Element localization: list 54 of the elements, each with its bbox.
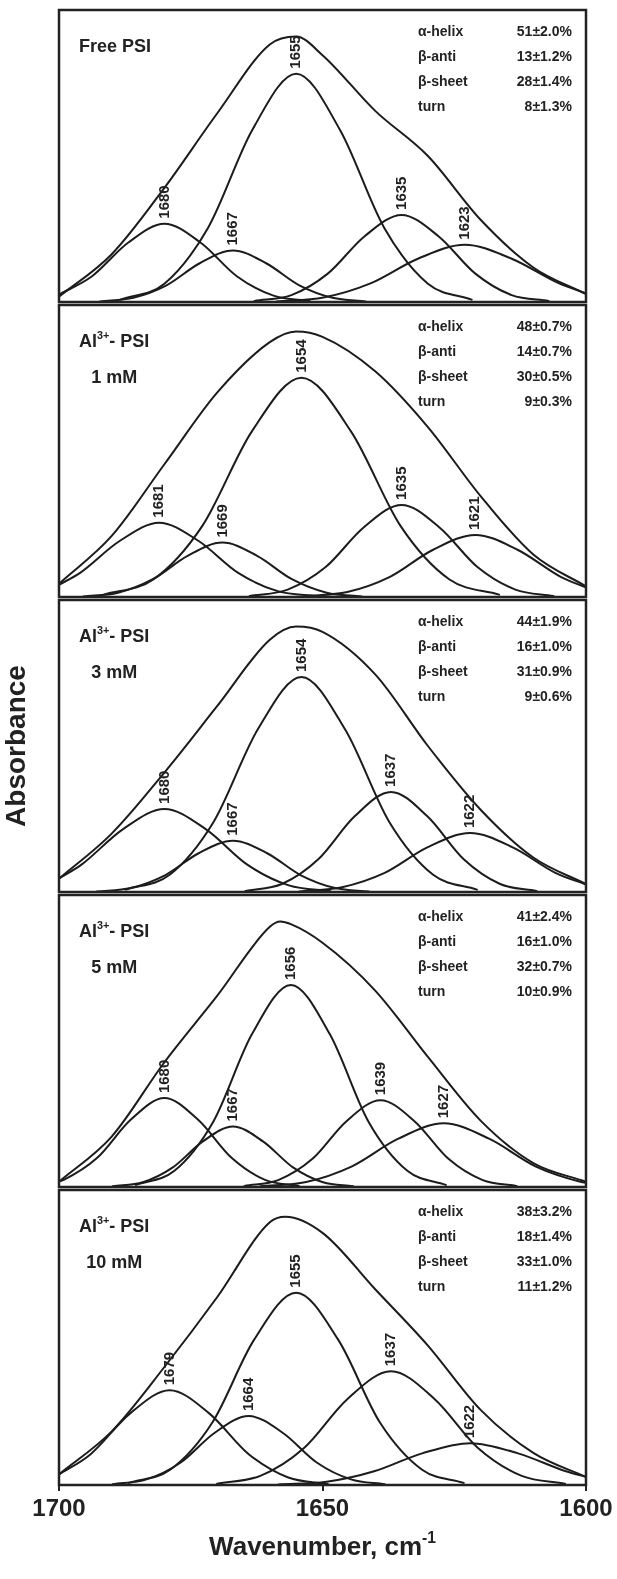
annotation: 1656	[281, 946, 299, 980]
annotation: 1621	[465, 496, 483, 530]
annotation: 1679	[159, 1351, 177, 1386]
text: β-sheet 30±0.5%	[418, 368, 572, 384]
text: β-anti 18±1.4%	[418, 1228, 572, 1244]
annotation: 1680	[154, 185, 172, 219]
text: α-helix 41±2.4%	[418, 908, 572, 924]
annotation: 1681	[149, 484, 167, 518]
x-tick-label: 1700	[32, 1494, 86, 1522]
text: turn 10±0.9%	[418, 983, 572, 999]
text: β-anti 13±1.2%	[418, 48, 572, 64]
annotation: 1667	[223, 802, 241, 836]
text: β-anti 16±1.0%	[418, 933, 572, 949]
annotation: 1655	[286, 35, 304, 69]
annotation: 1655	[286, 1254, 304, 1288]
text: 1 mM	[91, 367, 138, 387]
text: β-sheet 33±1.0%	[418, 1253, 572, 1269]
y-axis-title: Absorbance	[0, 665, 31, 827]
text: turn 9±0.6%	[418, 688, 572, 704]
annotation: 1667	[223, 212, 241, 246]
text: α-helix 51±2.0%	[418, 23, 572, 39]
text: β-sheet 32±0.7%	[418, 958, 572, 974]
text: α-helix 44±1.9%	[418, 613, 572, 629]
text: β-sheet 28±1.4%	[418, 73, 572, 89]
annotation: 1627	[433, 1084, 451, 1119]
annotation: 1654	[291, 338, 309, 373]
text: β-anti 16±1.0%	[418, 638, 572, 654]
x-tick-label: 1650	[295, 1494, 350, 1522]
annotation: 1639	[370, 1061, 388, 1096]
chart-title: Free PSI	[79, 36, 152, 56]
annotation: 1637	[381, 753, 399, 787]
annotation: 1669	[212, 504, 230, 538]
text: β-sheet 31±0.9%	[418, 663, 572, 679]
annotation: 1635	[391, 466, 409, 500]
text: turn 11±1.2%	[418, 1278, 572, 1294]
x-tick-label: 1600	[559, 1494, 613, 1522]
annotation: 1637	[381, 1332, 399, 1367]
text: 3 mM	[91, 662, 138, 682]
text: turn 9±0.3%	[418, 393, 572, 409]
annotation: 1680	[154, 1059, 172, 1094]
annotation: 1680	[154, 770, 172, 804]
annotation: 1622	[460, 794, 478, 829]
annotation: 1623	[454, 206, 472, 240]
text: 5 mM	[91, 957, 138, 977]
text: α-helix 38±3.2%	[418, 1203, 572, 1219]
text: 10 mM	[86, 1252, 143, 1272]
annotation: 1664	[238, 1377, 256, 1412]
annotation: 1635	[391, 176, 409, 210]
annotation: 1654	[291, 637, 309, 672]
text: β-anti 14±0.7%	[418, 343, 572, 359]
annotation: 1622	[460, 1404, 478, 1439]
annotation: 1667	[223, 1088, 241, 1122]
text: turn 8±1.3%	[418, 98, 572, 114]
text: α-helix 48±0.7%	[418, 318, 572, 334]
